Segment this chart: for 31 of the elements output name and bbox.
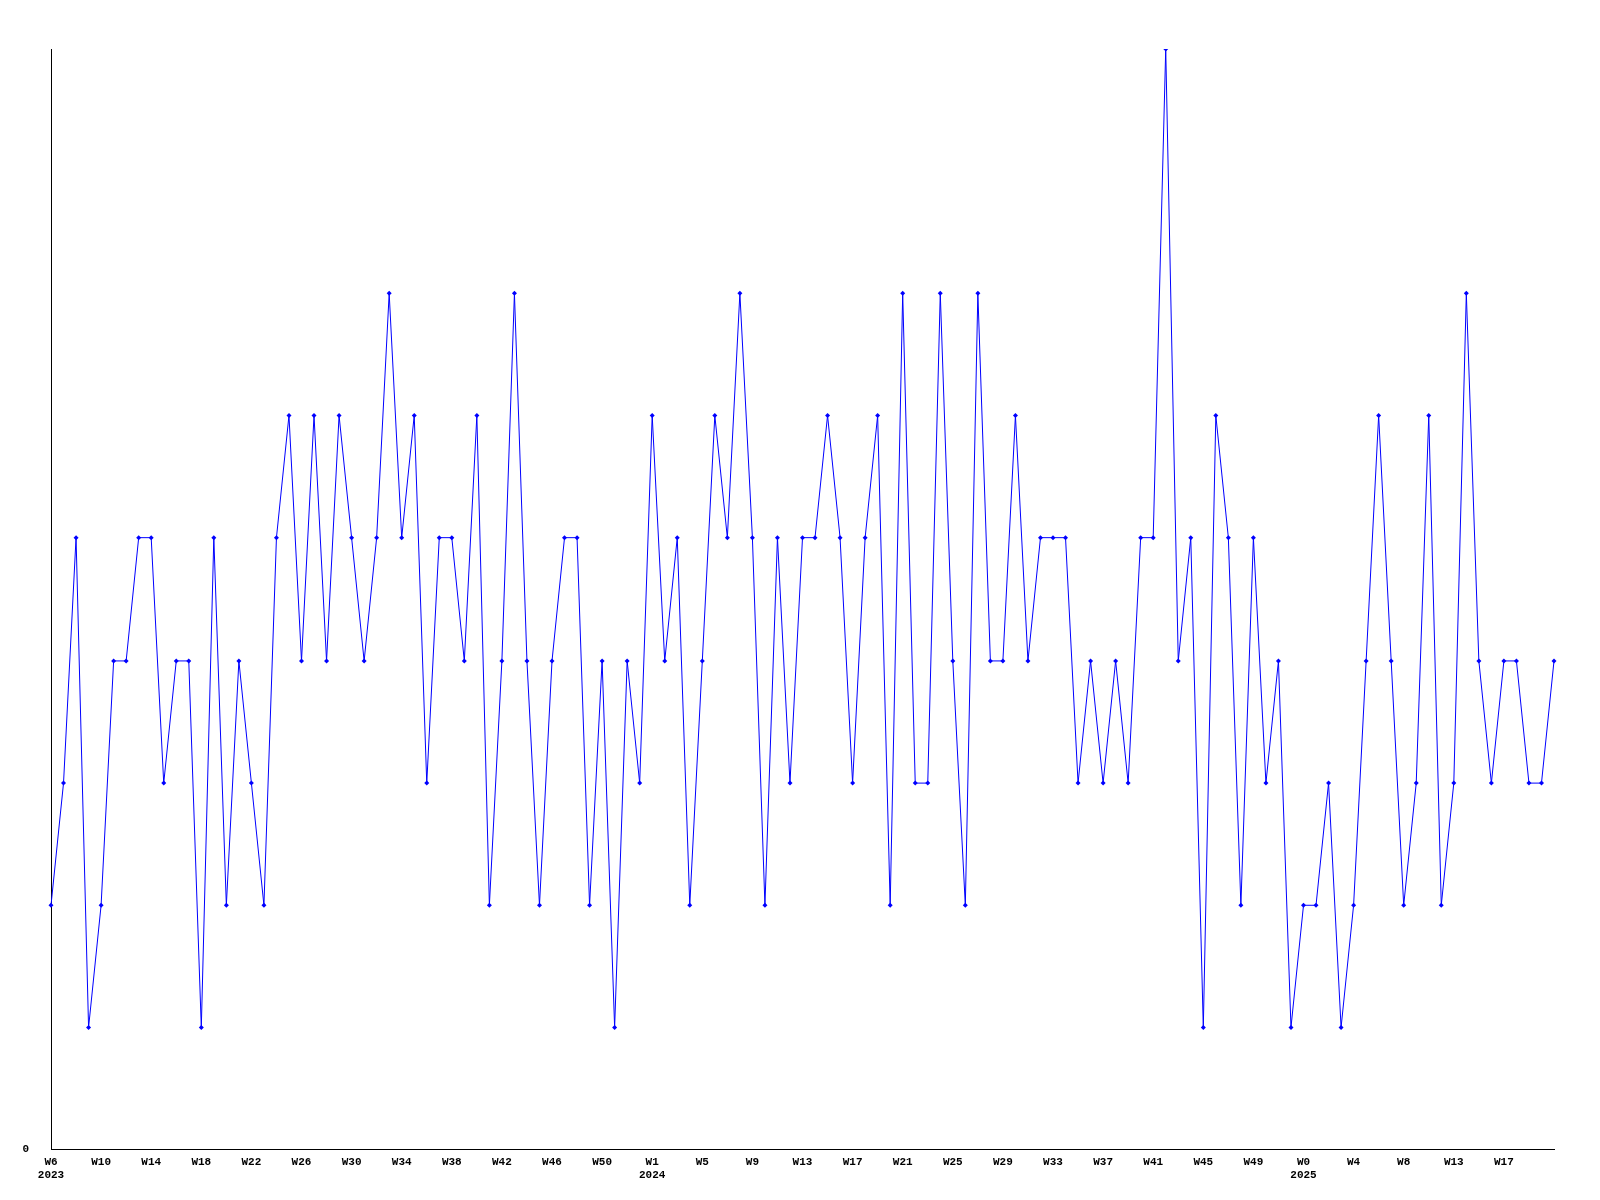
x-tick-label: W17	[842, 1155, 863, 1168]
x-tick-label: W1 2024	[639, 1155, 666, 1182]
x-tick-label: W6 2023	[37, 1155, 65, 1182]
x-tick-label: W34	[391, 1155, 412, 1168]
x-tick-label: W29	[992, 1155, 1013, 1168]
x-tick-label: W14	[141, 1155, 162, 1168]
x-tick-label: W37	[1093, 1155, 1114, 1168]
x-tick-label: W5	[695, 1155, 710, 1168]
x-tick-label: W17	[1493, 1155, 1514, 1168]
x-tick-label: W13	[1443, 1155, 1465, 1168]
x-tick-label: W45	[1193, 1155, 1214, 1168]
x-tick-label: W4	[1347, 1155, 1361, 1168]
x-tick-label: W8	[1397, 1155, 1411, 1168]
text: 0	[22, 1143, 29, 1156]
x-tick-label: W18	[191, 1155, 212, 1168]
x-tick-label: W49	[1243, 1155, 1264, 1168]
x-tick-label: W41	[1143, 1155, 1164, 1168]
x-tick-label: W30	[341, 1155, 362, 1168]
x-tick-label: W9	[745, 1155, 759, 1168]
x-tick-label: W21	[892, 1155, 913, 1168]
x-tick-label: W13	[792, 1155, 813, 1168]
x-tick-label: W0 2025	[1290, 1155, 1318, 1182]
x-tick-label: W22	[241, 1155, 262, 1168]
x-tick-label: W25	[942, 1155, 964, 1168]
x-tick-label: W46	[542, 1155, 562, 1168]
x-tick-label: W26	[291, 1155, 312, 1168]
x-tick-label: W42	[491, 1155, 512, 1168]
x-tick-label: W10	[91, 1155, 112, 1168]
x-tick-label: W38	[441, 1155, 463, 1168]
x-tick-label: W50	[592, 1155, 613, 1168]
x-tick-label: W33	[1043, 1155, 1064, 1168]
